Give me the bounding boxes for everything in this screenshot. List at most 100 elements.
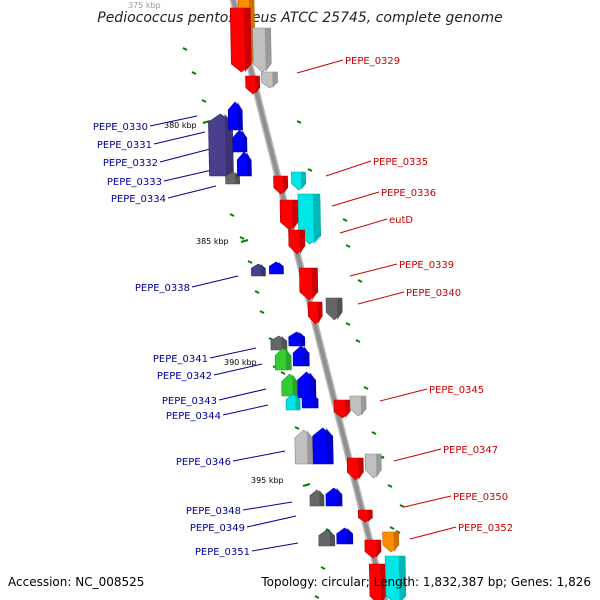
tick-mark [387, 484, 393, 488]
gene-arrow-shade [326, 428, 334, 464]
gene-arrow-shade [292, 200, 299, 230]
gene-arrow-shade [299, 332, 305, 346]
gene-label: PEPE_0329 [345, 56, 400, 67]
tick-mark [342, 218, 348, 222]
label-leader-line [331, 191, 380, 207]
gene-label: PEPE_0344 [166, 411, 221, 422]
tick-mark [357, 279, 363, 283]
tick-mark [345, 322, 351, 326]
gene-label: PEPE_0346 [176, 457, 231, 468]
tick-mark [294, 426, 300, 430]
label-leader-line [191, 275, 239, 288]
label-leader-line [213, 363, 263, 376]
tick-mark [325, 528, 331, 532]
kbp-position-label: 395 kbp [251, 476, 284, 485]
gene-label: PEPE_0334 [111, 194, 166, 205]
gene-arrow-shade [260, 264, 266, 276]
gene-label: PEPE_0330 [93, 122, 148, 133]
tick-mark [229, 213, 235, 217]
label-leader-line [167, 185, 217, 199]
gene-arrow-shade [393, 532, 399, 552]
label-line-layer [149, 59, 457, 552]
gene-arrow-shade [306, 430, 314, 464]
topology-text: Topology: circular; Length: 1,832,387 bp… [260, 575, 591, 589]
label-leader-line [149, 115, 198, 127]
gene-arrow-shade [295, 394, 301, 410]
gene-arrow-shade [398, 556, 406, 600]
kbp-position-label: 390 kbp [224, 358, 257, 367]
gene-label: PEPE_0332 [103, 158, 158, 169]
kbp-position-label: 375 kbp [128, 1, 161, 10]
gene-arrow-shade [336, 488, 343, 506]
accession-text: Accession: NC_008525 [8, 575, 144, 589]
gene-arrow-shade [360, 396, 367, 416]
gene-arrow-shade [319, 490, 325, 506]
tick-mark [371, 431, 377, 435]
tick-mark [201, 99, 207, 103]
label-leader-line [349, 263, 398, 277]
label-leader-line [325, 160, 372, 177]
label-leader-line [222, 404, 269, 416]
gene-label: PEPE_0347 [443, 445, 498, 456]
gene-arrow-shade [358, 458, 364, 480]
label-leader-line [339, 218, 388, 234]
label-leader-line [242, 501, 293, 511]
gene-arrow-shade [264, 28, 272, 72]
gene-label: eutD [389, 215, 413, 226]
gene-label: PEPE_0339 [399, 260, 454, 271]
gene-label: PEPE_0335 [373, 157, 428, 168]
gene-layer [208, 0, 407, 600]
kbp-tick-mark [202, 120, 211, 124]
gene-label: PEPE_0342 [157, 371, 212, 382]
gene-arrow-shade [243, 8, 252, 72]
label-leader-line [296, 59, 344, 74]
label-leader-line [153, 131, 206, 145]
kbp-position-label: 385 kbp [196, 237, 229, 246]
gene-arrow-shade [317, 302, 323, 324]
label-leader-line [218, 388, 267, 401]
gene-arrow-shade [285, 348, 292, 370]
tick-mark [259, 310, 265, 314]
map-title: Pediococcus pentosaceus ATCC 25745, comp… [97, 10, 502, 26]
gene-arrow-shade [283, 176, 288, 194]
gene-label: PEPE_0343 [162, 396, 217, 407]
tick-mark [314, 595, 320, 599]
gene-label: PEPE_0351 [195, 547, 250, 558]
gene-arrow-shade [303, 346, 310, 366]
gene-arrow-shade [376, 454, 382, 478]
gene-arrow-shade [344, 400, 351, 418]
gene-arrow-shade [255, 76, 260, 94]
tick-mark [254, 290, 260, 294]
label-leader-line [209, 347, 257, 359]
tick-mark [280, 371, 286, 375]
gene-arrow-shade [336, 298, 343, 320]
gene-arrow-shade [237, 102, 243, 130]
label-leader-line [163, 169, 213, 182]
gene-arrow-shade [278, 262, 284, 274]
tick-mark [389, 526, 395, 530]
gene-arrow-shade [272, 72, 278, 88]
gene-arrow-shade [235, 172, 240, 184]
gene-label: PEPE_0352 [458, 523, 513, 534]
gene-arrow-shade [246, 152, 252, 176]
tick-mark [355, 339, 361, 343]
label-leader-line [251, 542, 299, 552]
gene-arrow-shade [312, 194, 321, 244]
label-leader-line [357, 291, 405, 305]
gene-arrow-shade [309, 372, 316, 398]
tick-mark [191, 71, 197, 75]
gene-arrow-shade [242, 130, 247, 152]
gene-arrow-shade [312, 394, 319, 408]
tick-mark [399, 504, 405, 508]
tick-mark [320, 566, 326, 570]
gene-label: PEPE_0345 [429, 385, 484, 396]
gene-arrow-shade [281, 336, 287, 350]
tick-mark [345, 244, 351, 248]
gene-arrow-shade [292, 374, 298, 396]
kbp-position-label: 380 kbp [164, 121, 197, 130]
gene-label: PEPE_0331 [97, 140, 152, 151]
label-leader-line [232, 450, 286, 462]
label-layer: PEPE_0329 PEPE_0335 PEPE_0336 eutD PEPE_0339… [93, 1, 513, 558]
